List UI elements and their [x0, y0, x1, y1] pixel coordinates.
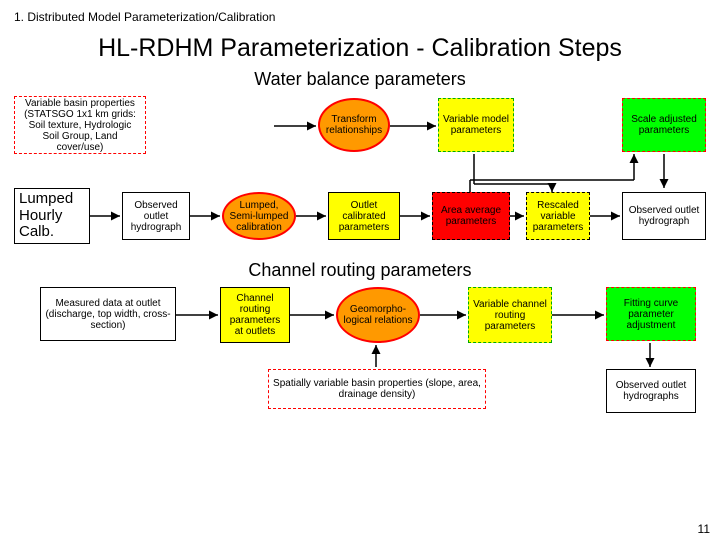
variable-channel-box: Variable channel routing parameters: [468, 287, 552, 343]
channel-canvas: Measured data at outlet (discharge, top …: [14, 287, 706, 427]
basin-properties-box: Variable basin properties (STATSGO 1x1 k…: [14, 96, 146, 154]
outlet-calibrated-box: Outlet calibrated parameters: [328, 192, 400, 240]
observed-out-box: Observed outlet hydrograph: [622, 192, 706, 240]
main-title: HL-RDHM Parameterization - Calibration S…: [14, 34, 706, 63]
observed-hydrographs-box: Observed outlet hydrographs: [606, 369, 696, 413]
water-balance-canvas: Spatial data Variable basin properties (…: [14, 96, 706, 246]
section1-title: Water balance parameters: [14, 69, 706, 90]
channel-routing-box: Channel routing parameters at outlets: [220, 287, 290, 343]
lumped-calb-box: Lumped Hourly Calb.: [14, 188, 90, 244]
page-number: 11: [698, 522, 710, 536]
breadcrumb: 1. Distributed Model Parameterization/Ca…: [14, 10, 706, 24]
spatially-variable-box: Spatially variable basin properties (slo…: [268, 369, 486, 409]
scale-adjusted-box: Scale adjusted parameters: [622, 98, 706, 152]
geomorph-box: Geomorpho-logical relations: [336, 287, 420, 343]
semi-lumped-box: Lumped, Semi-lumped calibration: [222, 192, 296, 240]
measured-data-box: Measured data at outlet (discharge, top …: [40, 287, 176, 341]
section2-title: Channel routing parameters: [14, 260, 706, 281]
transform-box: Transform relationships: [318, 98, 390, 152]
area-average-box: Area average parameters: [432, 192, 510, 240]
observed-hydrograph-box: Observed outlet hydrograph: [122, 192, 190, 240]
variable-model-box: Variable model parameters: [438, 98, 514, 152]
rescaled-box: Rescaled variable parameters: [526, 192, 590, 240]
fitting-curve-box: Fitting curve parameter adjustment: [606, 287, 696, 341]
